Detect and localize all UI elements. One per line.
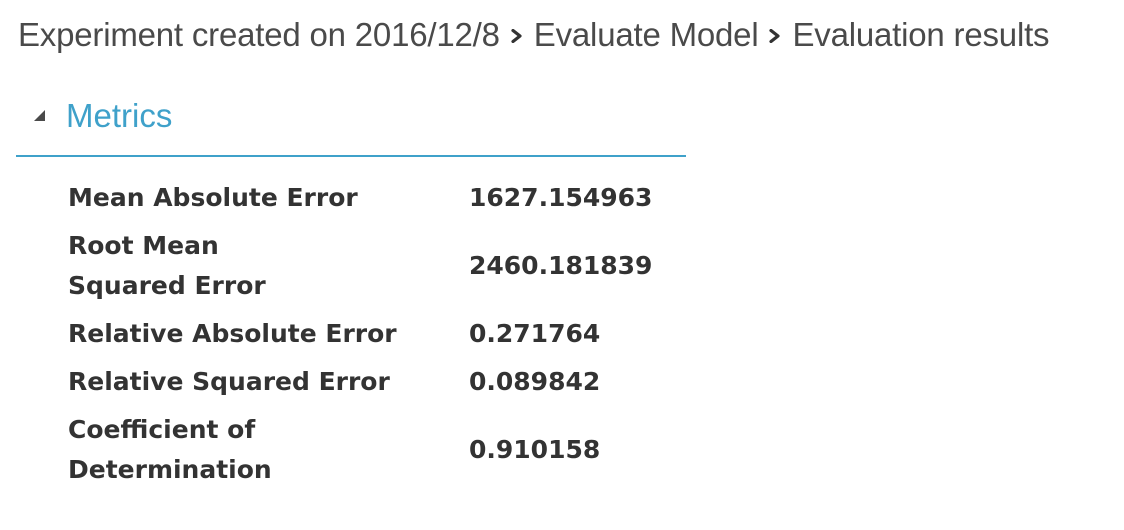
breadcrumb-evaluate-model[interactable]: Evaluate Model bbox=[533, 16, 759, 53]
metrics-table: Mean Absolute Error 1627.154963 Root Mea… bbox=[68, 174, 719, 494]
breadcrumb: Experiment created on 2016/12/8 Evaluate… bbox=[18, 13, 1050, 57]
metric-value: 1627.154963 bbox=[469, 183, 653, 212]
metric-value: 2460.181839 bbox=[469, 251, 653, 280]
metric-value: 0.089842 bbox=[469, 367, 601, 396]
metric-name: Coefficient of Determination bbox=[68, 415, 272, 484]
table-row: Relative Absolute Error 0.271764 bbox=[68, 310, 719, 358]
section-title: Metrics bbox=[66, 97, 173, 134]
table-row: Root Mean Squared Error 2460.181839 bbox=[68, 222, 719, 310]
metric-name: Relative Absolute Error bbox=[68, 319, 397, 348]
chevron-right-icon bbox=[500, 13, 534, 57]
triangle-expanded-icon[interactable] bbox=[30, 106, 50, 126]
table-row: Relative Squared Error 0.089842 bbox=[68, 358, 719, 406]
chevron-right-icon bbox=[758, 13, 792, 57]
metrics-section-toggle[interactable]: Metrics bbox=[30, 94, 172, 138]
table-row: Mean Absolute Error 1627.154963 bbox=[68, 174, 719, 222]
metric-name: Relative Squared Error bbox=[68, 367, 390, 396]
table-row: Coefficient of Determination 0.910158 bbox=[68, 406, 719, 494]
section-divider bbox=[16, 155, 686, 157]
metric-value: 0.910158 bbox=[469, 435, 601, 464]
metric-name: Root Mean Squared Error bbox=[68, 231, 266, 300]
metric-name: Mean Absolute Error bbox=[68, 183, 358, 212]
metric-value: 0.271764 bbox=[469, 319, 601, 348]
breadcrumb-experiment[interactable]: Experiment created on 2016/12/8 bbox=[18, 16, 500, 53]
breadcrumb-evaluation-results: Evaluation results bbox=[792, 16, 1050, 53]
